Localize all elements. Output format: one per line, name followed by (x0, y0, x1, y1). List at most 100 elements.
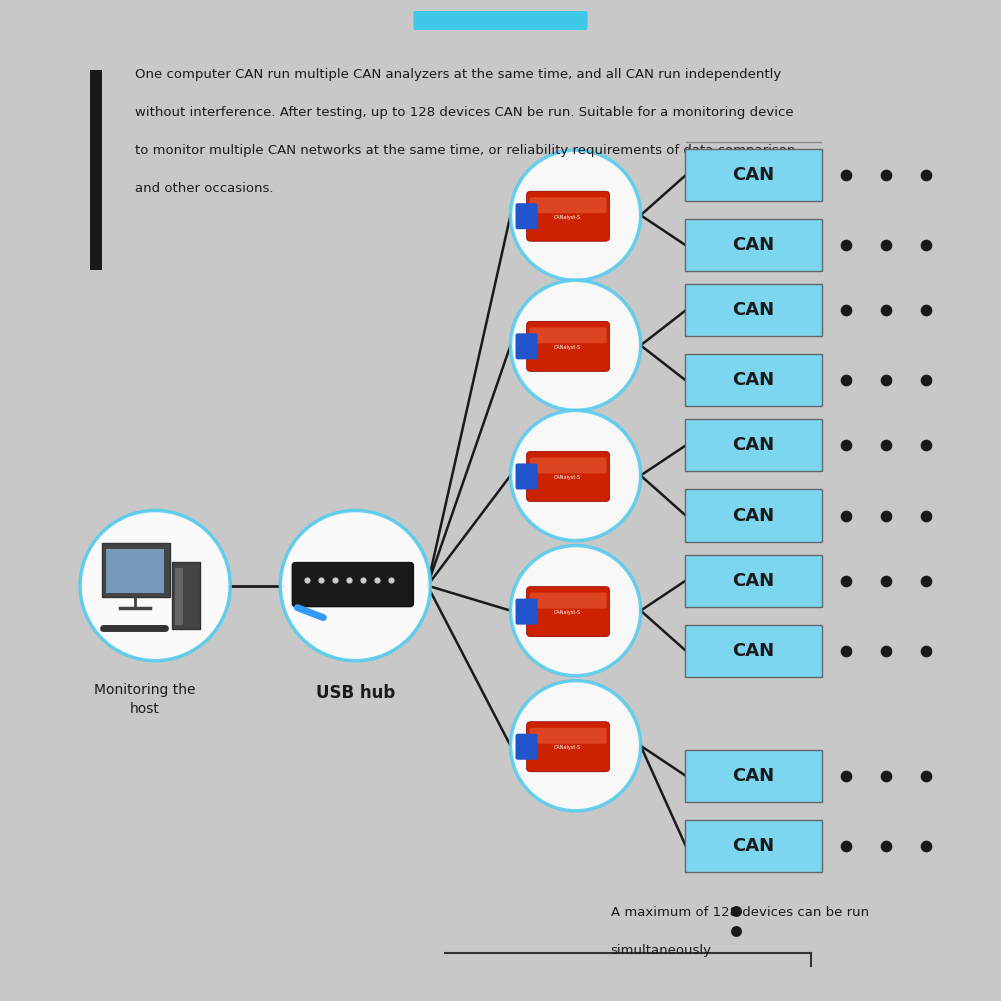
Point (918, 302, 934, 318)
FancyBboxPatch shape (530, 197, 607, 213)
FancyBboxPatch shape (685, 555, 822, 607)
Point (918, 167, 934, 183)
FancyBboxPatch shape (685, 750, 822, 802)
Point (313, 572, 329, 588)
Text: CAN: CAN (732, 436, 775, 454)
FancyBboxPatch shape (527, 451, 610, 502)
Point (918, 437, 934, 453)
FancyBboxPatch shape (172, 562, 200, 629)
Point (918, 237, 934, 253)
Point (838, 643, 854, 659)
Point (838, 437, 854, 453)
FancyBboxPatch shape (516, 203, 538, 229)
Point (878, 237, 894, 253)
Point (878, 768, 894, 784)
Point (838, 768, 854, 784)
FancyBboxPatch shape (685, 219, 822, 271)
FancyBboxPatch shape (516, 463, 538, 489)
FancyBboxPatch shape (527, 587, 610, 637)
Circle shape (511, 546, 641, 676)
Text: CAN: CAN (732, 642, 775, 660)
Text: CAN: CAN (732, 507, 775, 525)
Point (878, 167, 894, 183)
Point (878, 302, 894, 318)
FancyBboxPatch shape (527, 321, 610, 371)
FancyBboxPatch shape (413, 11, 588, 30)
Circle shape (280, 511, 430, 661)
FancyBboxPatch shape (685, 284, 822, 336)
FancyBboxPatch shape (516, 333, 538, 359)
Circle shape (511, 410, 641, 541)
FancyBboxPatch shape (516, 599, 538, 625)
Text: without interference. After testing, up to 128 devices CAN be run. Suitable for : without interference. After testing, up … (135, 106, 794, 119)
Text: CAN: CAN (732, 572, 775, 590)
Point (878, 437, 894, 453)
Point (838, 838, 854, 854)
FancyBboxPatch shape (685, 820, 822, 872)
Text: CANalyst-S: CANalyst-S (554, 215, 582, 219)
Text: and other occasions.: and other occasions. (135, 182, 273, 195)
Text: CANalyst-S: CANalyst-S (554, 611, 582, 615)
FancyBboxPatch shape (516, 734, 538, 760)
Point (878, 573, 894, 589)
Point (878, 508, 894, 524)
Text: to monitor multiple CAN networks at the same time, or reliability requirements o: to monitor multiple CAN networks at the … (135, 144, 796, 157)
Point (878, 838, 894, 854)
FancyBboxPatch shape (527, 191, 610, 241)
Circle shape (80, 511, 230, 661)
Text: Monitoring the
host: Monitoring the host (94, 683, 196, 716)
FancyBboxPatch shape (685, 419, 822, 471)
Point (728, 923, 744, 939)
Point (918, 768, 934, 784)
Text: simultaneously: simultaneously (611, 944, 712, 957)
Point (918, 372, 934, 388)
Text: USB hub: USB hub (315, 684, 395, 702)
Circle shape (511, 681, 641, 811)
FancyBboxPatch shape (685, 625, 822, 677)
Text: CANalyst-S: CANalyst-S (554, 746, 582, 750)
FancyBboxPatch shape (530, 457, 607, 473)
Point (838, 237, 854, 253)
Text: CAN: CAN (732, 301, 775, 319)
Point (918, 838, 934, 854)
FancyBboxPatch shape (530, 327, 607, 343)
Point (355, 572, 371, 588)
FancyBboxPatch shape (685, 149, 822, 201)
Point (838, 302, 854, 318)
Point (838, 167, 854, 183)
Circle shape (511, 280, 641, 410)
Point (728, 903, 744, 919)
Point (369, 572, 385, 588)
Point (838, 372, 854, 388)
Circle shape (511, 150, 641, 280)
Text: CAN: CAN (732, 767, 775, 785)
Point (838, 573, 854, 589)
FancyBboxPatch shape (175, 568, 183, 625)
FancyBboxPatch shape (527, 722, 610, 772)
Text: CAN: CAN (732, 371, 775, 389)
Text: CAN: CAN (732, 837, 775, 855)
Point (383, 572, 399, 588)
Text: A maximum of 128 devices can be run: A maximum of 128 devices can be run (611, 906, 869, 919)
Point (299, 572, 315, 588)
FancyBboxPatch shape (292, 563, 413, 607)
Text: CAN: CAN (732, 166, 775, 184)
Text: One computer CAN run multiple CAN analyzers at the same time, and all CAN run in: One computer CAN run multiple CAN analyz… (135, 68, 782, 81)
FancyBboxPatch shape (106, 549, 164, 593)
Point (878, 372, 894, 388)
Text: CAN: CAN (732, 236, 775, 254)
Text: CANalyst-S: CANalyst-S (554, 345, 582, 349)
Point (918, 643, 934, 659)
FancyBboxPatch shape (530, 593, 607, 609)
FancyBboxPatch shape (685, 489, 822, 542)
FancyBboxPatch shape (530, 728, 607, 744)
Point (327, 572, 343, 588)
Point (918, 508, 934, 524)
Text: CANalyst-S: CANalyst-S (554, 475, 582, 479)
Point (838, 508, 854, 524)
Point (341, 572, 357, 588)
FancyBboxPatch shape (685, 354, 822, 406)
FancyBboxPatch shape (102, 543, 170, 597)
Point (878, 643, 894, 659)
FancyBboxPatch shape (90, 70, 102, 270)
